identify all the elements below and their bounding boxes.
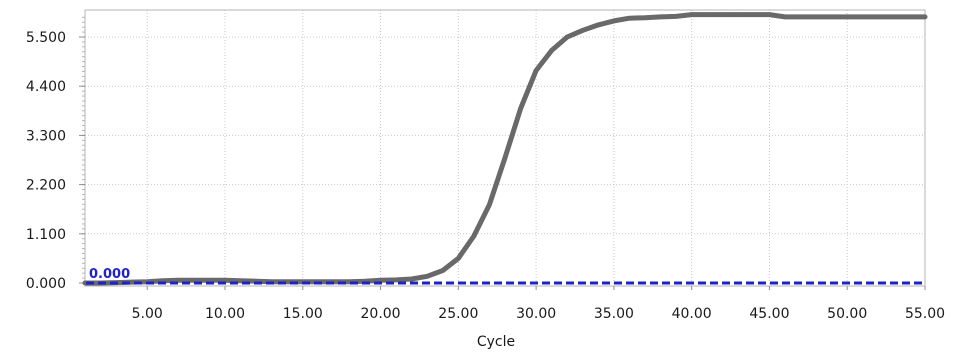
data-point xyxy=(129,279,134,285)
data-point xyxy=(393,277,399,283)
x-tick-label: 20.00 xyxy=(361,306,401,322)
data-point xyxy=(798,14,803,20)
data-point xyxy=(829,14,834,20)
data-point xyxy=(456,256,461,261)
data-point xyxy=(673,14,679,19)
data-point xyxy=(565,34,570,40)
series-line[interactable] xyxy=(82,12,928,286)
data-point xyxy=(891,14,897,20)
plot-frame xyxy=(84,9,926,287)
data-point xyxy=(471,233,477,239)
data-point xyxy=(907,14,912,20)
x-tick-label: 40.00 xyxy=(672,306,712,322)
data-point xyxy=(207,278,212,283)
data-point xyxy=(689,12,694,17)
data-point xyxy=(813,14,819,20)
series-layer xyxy=(82,12,928,286)
x-tick-label: 45.00 xyxy=(749,306,789,322)
data-point xyxy=(238,278,243,283)
data-point xyxy=(409,276,414,282)
data-point xyxy=(782,14,788,20)
data-point xyxy=(845,14,850,20)
y-tick-label: 0.000 xyxy=(26,276,66,292)
data-point xyxy=(533,68,539,73)
data-point xyxy=(285,279,290,284)
threshold-label: 0.000 xyxy=(89,267,130,282)
data-point xyxy=(876,14,881,20)
y-axis: 0.000 1.100 2.200 3.300 4.400 5.500 xyxy=(26,30,85,292)
data-point xyxy=(502,155,508,160)
data-point xyxy=(549,48,554,53)
data-point xyxy=(642,15,648,20)
y-tick-label: 5.500 xyxy=(26,30,66,46)
y-tick-label: 1.100 xyxy=(26,227,66,243)
data-point xyxy=(751,12,757,17)
data-point xyxy=(922,14,928,20)
data-point xyxy=(176,278,181,283)
data-point xyxy=(627,16,632,21)
x-tick-label: 50.00 xyxy=(827,306,867,322)
data-point xyxy=(191,278,197,283)
y-tick-label: 4.400 xyxy=(26,79,66,95)
x-tick-label: 55.00 xyxy=(905,306,945,322)
x-tick-label: 5.00 xyxy=(132,306,163,322)
data-point xyxy=(518,106,523,111)
x-tick-label: 10.00 xyxy=(205,306,245,322)
data-point xyxy=(705,12,710,17)
x-tick-label: 15.00 xyxy=(283,306,323,322)
y-tick-label: 2.200 xyxy=(26,178,66,194)
data-point xyxy=(580,28,585,33)
data-point xyxy=(767,12,772,17)
y-axis-minor-ticks xyxy=(82,16,85,284)
data-point xyxy=(440,268,445,273)
data-point xyxy=(860,14,865,20)
data-point xyxy=(658,14,663,20)
data-point xyxy=(425,274,430,279)
data-point xyxy=(222,278,228,283)
y-tick-label: 3.300 xyxy=(26,128,66,144)
threshold-layer: 0.000 xyxy=(86,267,925,285)
x-tick-label: 35.00 xyxy=(594,306,634,322)
grid xyxy=(85,10,926,286)
data-point xyxy=(611,18,617,24)
x-axis: 5.00 10.00 15.00 20.00 25.00 30.00 35.00 40.00 4… xyxy=(132,286,945,322)
x-tick-label: 30.00 xyxy=(516,306,556,322)
data-point xyxy=(736,12,741,17)
data-point xyxy=(487,202,492,207)
data-point xyxy=(720,12,725,17)
x-tick-label: 25.00 xyxy=(438,306,478,322)
x-axis-title: Cycle xyxy=(477,334,515,350)
data-point xyxy=(596,22,601,28)
data-point xyxy=(378,278,383,283)
